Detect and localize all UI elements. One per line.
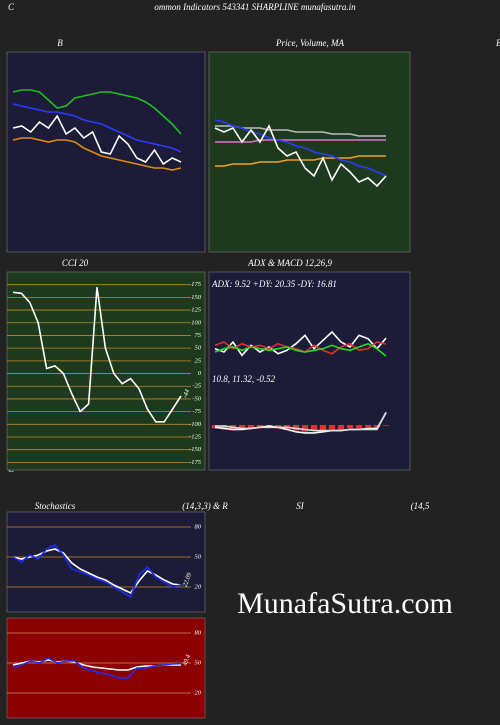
y-tick-label: -175	[189, 459, 202, 466]
histogram-bar	[220, 425, 228, 430]
series-line	[214, 119, 387, 177]
panel	[6, 51, 206, 253]
y-tick-label: 150	[191, 294, 202, 301]
histogram-bar	[382, 425, 390, 426]
histogram-bar	[256, 425, 264, 428]
panel-subtitle: ADX: 9.52 +DY: 20.35 -DY: 16.81	[211, 279, 337, 289]
series-line	[12, 657, 182, 679]
histogram-bar	[247, 425, 255, 429]
y-tick-label: 50	[195, 345, 202, 352]
y-tick-label: -75	[192, 408, 201, 415]
panel	[208, 51, 411, 253]
series-line	[12, 544, 182, 599]
y-tick-label: 25	[195, 357, 202, 364]
histogram-bar	[346, 425, 354, 429]
series-line	[12, 114, 182, 166]
histogram-bar	[337, 425, 345, 430]
end-value-label: -44	[182, 388, 192, 399]
watermark: MunafaSutra.com	[237, 587, 453, 620]
histogram-bar	[364, 425, 372, 428]
y-tick-label: 175	[191, 281, 202, 288]
series-line	[12, 89, 182, 135]
series-line	[214, 342, 387, 357]
y-tick-label: 100	[191, 319, 202, 326]
y-tick-label: 80	[195, 523, 202, 530]
series-line	[215, 139, 386, 143]
y-tick-label: 50	[195, 659, 202, 666]
end-value-label: 22.09	[182, 571, 194, 588]
y-tick-label: 20	[195, 689, 202, 696]
y-tick-label: -125	[189, 433, 202, 440]
histogram-bar	[373, 425, 381, 428]
y-tick-label: -50	[192, 395, 201, 402]
panel-title: CCI 20	[62, 258, 89, 268]
panel-subtitle: 10.8, 11.32, -0.52	[212, 374, 276, 384]
y-tick-label: -150	[189, 446, 202, 453]
histogram-bar	[301, 425, 309, 432]
y-tick-label: 80	[195, 629, 202, 636]
histogram-bar	[355, 425, 363, 429]
header-title: ommon Indicators 543341 SHARPLINE munafa…	[154, 2, 356, 12]
panel	[208, 271, 411, 471]
panel-title: SI	[296, 501, 305, 511]
y-tick-label: -25	[192, 383, 201, 390]
series-line	[214, 124, 387, 188]
y-tick-label: 0	[198, 370, 202, 377]
panel	[6, 271, 206, 471]
panel-title: ADX & MACD 12,26,9	[247, 258, 332, 268]
panel-title: Price, Volume, MA	[275, 38, 344, 48]
histogram-bar	[319, 425, 327, 431]
end-value-label: 49.4	[182, 653, 193, 667]
panel-subtitle: (14,5	[411, 501, 430, 511]
panel-subtitle: (14,3,3) & R	[182, 501, 228, 511]
series-line	[12, 137, 182, 171]
histogram-bar	[310, 425, 318, 431]
series-line	[214, 330, 387, 357]
y-tick-label: 75	[195, 332, 202, 339]
panel-title: B	[57, 38, 63, 48]
histogram-bar	[238, 425, 246, 430]
y-tick-label: 125	[191, 307, 202, 314]
histogram-bar	[328, 425, 336, 430]
panel-title: Stochastics	[35, 501, 76, 511]
y-tick-label: 50	[195, 553, 202, 560]
edge-label: B	[496, 38, 500, 48]
series-line	[12, 287, 182, 423]
y-tick-label: -100	[189, 421, 202, 428]
header-left: C	[8, 2, 15, 12]
series-line	[215, 411, 387, 432]
series-line	[12, 103, 182, 153]
y-tick-label: 20	[195, 583, 202, 590]
panel	[6, 511, 206, 613]
